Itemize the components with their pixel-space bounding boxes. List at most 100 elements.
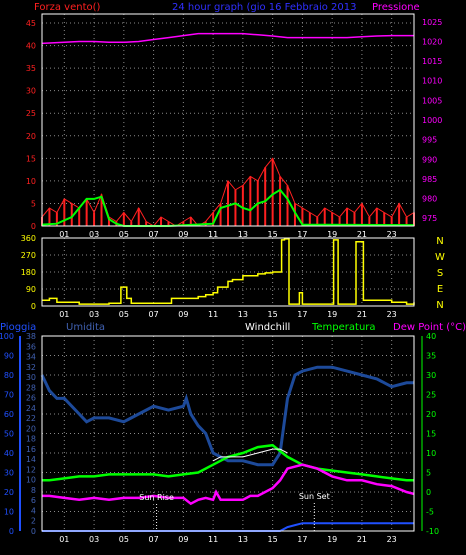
wind-axis-tick: 35: [26, 64, 36, 73]
pressure-series: [41, 32, 414, 45]
x-tick-label: 13: [238, 535, 248, 544]
humidity-axis-tick: 34: [26, 353, 36, 362]
wind-axis-tick: 10: [26, 177, 36, 186]
middle-panel-grid: [42, 237, 414, 307]
x-tick-label: 13: [238, 230, 248, 239]
x-tick-label: 11: [208, 310, 218, 319]
x-tick-label: 01: [59, 230, 69, 239]
pressure-axis-tick: 1025: [422, 18, 442, 27]
pressure-axis-tick: 985: [422, 175, 437, 184]
wind-axis-tick: 20: [26, 132, 36, 141]
direction-axis-tick: 0: [31, 302, 36, 311]
pressure-axis-tick: 1005: [422, 96, 442, 105]
pressure-axis-tick: 1010: [422, 77, 442, 86]
humidity-axis-tick: 32: [26, 363, 36, 372]
sunset-marker-label: Sun Set: [299, 492, 330, 501]
wind-axis-tick: 25: [26, 109, 36, 118]
x-tick-label: 05: [119, 535, 129, 544]
x-tick-label: 21: [357, 310, 367, 319]
compass-label: N: [436, 300, 443, 311]
x-tick-label: 15: [268, 310, 278, 319]
top-panel-labels: 01 03 05 07 09 11 13 15 17 19 21 230510152025303540…: [26, 18, 443, 239]
sunrise-marker-label: Sun Rise: [139, 493, 174, 502]
x-tick-label: 01: [59, 310, 69, 319]
x-tick-label: 19: [327, 230, 337, 239]
rain-legend: Pioggia: [0, 322, 36, 333]
humidity-axis-tick: 16: [26, 445, 36, 454]
rain-axis-tick: 10: [4, 508, 14, 517]
humidity-axis-tick: 30: [26, 373, 36, 382]
rain-axis-tick: 70: [4, 391, 14, 400]
x-tick-label: 09: [178, 310, 188, 319]
direction-axis-tick: 360: [21, 234, 36, 243]
x-tick-label: 11: [208, 230, 218, 239]
x-tick-label: 09: [178, 535, 188, 544]
rain-axis-tick: 40: [4, 449, 14, 458]
temperature-axis-tick: -10: [426, 527, 439, 536]
bottom-panel-grid: [42, 335, 414, 532]
top-panel-frame: [41, 13, 415, 227]
wind-axis-tick: 5: [31, 199, 36, 208]
wind-axis-tick: 45: [26, 19, 36, 28]
humidity-axis-tick: 12: [26, 465, 36, 474]
x-tick-label: 03: [89, 310, 99, 319]
rain-axis-tick: 60: [4, 410, 14, 419]
x-tick-label: 11: [208, 535, 218, 544]
middle-panel-series: [42, 238, 415, 305]
humidity-axis-tick: 36: [26, 342, 36, 351]
pressure-axis-tick: 1020: [422, 37, 442, 46]
x-tick-label: 07: [149, 535, 159, 544]
pressure-axis-tick: 1000: [422, 116, 442, 125]
temperature-axis-tick: 0: [426, 488, 431, 497]
humidity-axis-tick: 14: [26, 455, 36, 464]
x-tick-label: 07: [149, 310, 159, 319]
humidity-axis-tick: 28: [26, 383, 36, 392]
rain-axis-tick: 30: [4, 469, 14, 478]
rain-series: [42, 522, 414, 532]
compass-label: N: [436, 236, 443, 247]
x-tick-label: 17: [297, 310, 307, 319]
windchill-legend: Windchill: [245, 322, 290, 333]
x-tick-label: 23: [387, 230, 397, 239]
bottom-panel-frame: [41, 335, 415, 532]
wind-axis-tick: 40: [26, 42, 36, 51]
plot-frame: [41, 335, 415, 532]
plot-frame: [41, 237, 415, 307]
x-tick-label: 23: [387, 535, 397, 544]
humidity-axis-tick: 6: [31, 496, 36, 505]
dew-point-series: [42, 463, 415, 506]
x-tick-label: 01: [59, 535, 69, 544]
humidity-series: [40, 365, 414, 467]
humidity-axis-tick: 22: [26, 414, 36, 423]
humidity-axis-tick: 18: [26, 435, 36, 444]
bottom-panel-series: [40, 365, 415, 532]
x-tick-label: 07: [149, 230, 159, 239]
humidity-axis-tick: 10: [26, 476, 36, 485]
x-tick-label: 13: [238, 310, 248, 319]
pressure-axis-tick: 990: [422, 155, 437, 164]
compass-label: S: [437, 268, 443, 279]
temperature-axis-tick: -5: [426, 508, 434, 517]
dew-point-legend: Dew Point (°C): [393, 322, 466, 333]
compass-label: E: [437, 284, 443, 295]
temperature-axis-tick: 40: [426, 332, 436, 341]
humidity-legend: Umidita: [66, 322, 105, 333]
chart-title: 24 hour graph (gio 16 Febbraio 2013: [172, 2, 356, 13]
x-tick-label: 03: [89, 230, 99, 239]
humidity-axis-tick: 24: [26, 404, 36, 413]
humidity-axis-tick: 4: [31, 506, 36, 515]
x-tick-label: 21: [357, 535, 367, 544]
rain-axis-tick: 50: [4, 430, 14, 439]
temperature-series: [42, 443, 414, 482]
temperature-axis-tick: 25: [426, 391, 436, 400]
x-tick-label: 15: [268, 535, 278, 544]
x-tick-label: 15: [268, 230, 278, 239]
rain-axis-tick: 20: [4, 488, 14, 497]
pressure-legend: Pressione: [372, 2, 420, 13]
x-tick-label: 19: [327, 535, 337, 544]
windchill-series: [212, 448, 288, 462]
wind-direction-series: [42, 238, 415, 305]
plot-frame: [41, 13, 415, 227]
